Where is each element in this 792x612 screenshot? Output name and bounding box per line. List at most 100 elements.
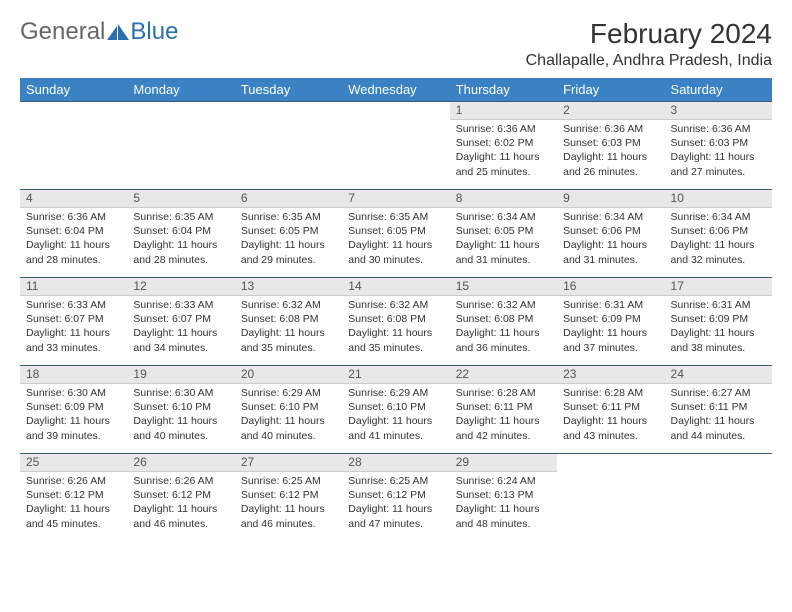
sunrise-line: Sunrise: 6:25 AM	[348, 474, 443, 488]
title-block: February 2024 Challapalle, Andhra Prades…	[526, 18, 772, 70]
day-content-cell: Sunrise: 6:31 AMSunset: 6:09 PMDaylight:…	[665, 296, 772, 366]
day-content-cell: Sunrise: 6:32 AMSunset: 6:08 PMDaylight:…	[450, 296, 557, 366]
day-number-cell: 13	[235, 278, 342, 296]
day-number-cell: 19	[127, 366, 234, 384]
logo-text-2: Blue	[130, 18, 178, 46]
sunset-line: Sunset: 6:12 PM	[348, 488, 443, 502]
daylight-line: Daylight: 11 hours and 40 minutes.	[241, 414, 336, 442]
weekday-header: Thursday	[450, 78, 557, 102]
sunset-line: Sunset: 6:08 PM	[241, 312, 336, 326]
day-number-cell: 4	[20, 190, 127, 208]
day-number-cell: 14	[342, 278, 449, 296]
sunrise-line: Sunrise: 6:26 AM	[133, 474, 228, 488]
day-content-cell: Sunrise: 6:25 AMSunset: 6:12 PMDaylight:…	[342, 472, 449, 542]
day-number-cell	[557, 454, 664, 472]
daylight-line: Daylight: 11 hours and 45 minutes.	[26, 502, 121, 530]
sunrise-line: Sunrise: 6:31 AM	[563, 298, 658, 312]
daylight-line: Daylight: 11 hours and 38 minutes.	[671, 326, 766, 354]
day-content-cell	[665, 472, 772, 542]
day-content-cell: Sunrise: 6:34 AMSunset: 6:06 PMDaylight:…	[665, 208, 772, 278]
sunset-line: Sunset: 6:10 PM	[348, 400, 443, 414]
calendar-table: SundayMondayTuesdayWednesdayThursdayFrid…	[20, 78, 772, 542]
day-content-cell: Sunrise: 6:32 AMSunset: 6:08 PMDaylight:…	[342, 296, 449, 366]
day-content-row: Sunrise: 6:26 AMSunset: 6:12 PMDaylight:…	[20, 472, 772, 542]
day-content-cell	[342, 120, 449, 190]
sunrise-line: Sunrise: 6:29 AM	[241, 386, 336, 400]
sunrise-line: Sunrise: 6:34 AM	[563, 210, 658, 224]
logo-sail-icon	[107, 24, 129, 40]
daylight-line: Daylight: 11 hours and 44 minutes.	[671, 414, 766, 442]
weekday-header: Sunday	[20, 78, 127, 102]
weekday-header: Friday	[557, 78, 664, 102]
day-number-cell: 3	[665, 102, 772, 120]
logo-text-1: General	[20, 18, 105, 46]
sunrise-line: Sunrise: 6:32 AM	[456, 298, 551, 312]
weekday-header: Wednesday	[342, 78, 449, 102]
day-content-cell: Sunrise: 6:35 AMSunset: 6:05 PMDaylight:…	[235, 208, 342, 278]
sunset-line: Sunset: 6:11 PM	[456, 400, 551, 414]
day-content-row: Sunrise: 6:30 AMSunset: 6:09 PMDaylight:…	[20, 384, 772, 454]
day-number-cell: 22	[450, 366, 557, 384]
sunset-line: Sunset: 6:11 PM	[671, 400, 766, 414]
daylight-line: Daylight: 11 hours and 46 minutes.	[241, 502, 336, 530]
sunrise-line: Sunrise: 6:30 AM	[133, 386, 228, 400]
daylight-line: Daylight: 11 hours and 32 minutes.	[671, 238, 766, 266]
sunrise-line: Sunrise: 6:36 AM	[671, 122, 766, 136]
day-content-cell: Sunrise: 6:30 AMSunset: 6:09 PMDaylight:…	[20, 384, 127, 454]
day-content-row: Sunrise: 6:36 AMSunset: 6:04 PMDaylight:…	[20, 208, 772, 278]
sunrise-line: Sunrise: 6:29 AM	[348, 386, 443, 400]
day-content-cell: Sunrise: 6:36 AMSunset: 6:03 PMDaylight:…	[557, 120, 664, 190]
sunset-line: Sunset: 6:05 PM	[456, 224, 551, 238]
day-content-cell: Sunrise: 6:32 AMSunset: 6:08 PMDaylight:…	[235, 296, 342, 366]
daylight-line: Daylight: 11 hours and 28 minutes.	[133, 238, 228, 266]
day-content-cell: Sunrise: 6:34 AMSunset: 6:05 PMDaylight:…	[450, 208, 557, 278]
day-number-cell	[342, 102, 449, 120]
daylight-line: Daylight: 11 hours and 29 minutes.	[241, 238, 336, 266]
day-content-cell: Sunrise: 6:30 AMSunset: 6:10 PMDaylight:…	[127, 384, 234, 454]
day-number-cell: 7	[342, 190, 449, 208]
daylight-line: Daylight: 11 hours and 40 minutes.	[133, 414, 228, 442]
sunset-line: Sunset: 6:07 PM	[26, 312, 121, 326]
day-number-cell: 12	[127, 278, 234, 296]
sunrise-line: Sunrise: 6:35 AM	[241, 210, 336, 224]
daylight-line: Daylight: 11 hours and 30 minutes.	[348, 238, 443, 266]
day-number-cell: 20	[235, 366, 342, 384]
day-number-cell: 5	[127, 190, 234, 208]
day-number-cell: 29	[450, 454, 557, 472]
weekday-header: Tuesday	[235, 78, 342, 102]
sunrise-line: Sunrise: 6:36 AM	[456, 122, 551, 136]
daylight-line: Daylight: 11 hours and 47 minutes.	[348, 502, 443, 530]
sunset-line: Sunset: 6:05 PM	[348, 224, 443, 238]
weekday-header: Saturday	[665, 78, 772, 102]
day-number-row: 18192021222324	[20, 366, 772, 384]
sunset-line: Sunset: 6:13 PM	[456, 488, 551, 502]
daylight-line: Daylight: 11 hours and 46 minutes.	[133, 502, 228, 530]
day-content-cell: Sunrise: 6:28 AMSunset: 6:11 PMDaylight:…	[557, 384, 664, 454]
sunset-line: Sunset: 6:03 PM	[671, 136, 766, 150]
sunrise-line: Sunrise: 6:30 AM	[26, 386, 121, 400]
day-content-cell: Sunrise: 6:33 AMSunset: 6:07 PMDaylight:…	[20, 296, 127, 366]
daylight-line: Daylight: 11 hours and 26 minutes.	[563, 150, 658, 178]
sunrise-line: Sunrise: 6:33 AM	[26, 298, 121, 312]
daylight-line: Daylight: 11 hours and 27 minutes.	[671, 150, 766, 178]
sunset-line: Sunset: 6:09 PM	[563, 312, 658, 326]
day-content-cell: Sunrise: 6:29 AMSunset: 6:10 PMDaylight:…	[235, 384, 342, 454]
sunset-line: Sunset: 6:09 PM	[671, 312, 766, 326]
day-number-cell: 1	[450, 102, 557, 120]
sunrise-line: Sunrise: 6:31 AM	[671, 298, 766, 312]
daylight-line: Daylight: 11 hours and 33 minutes.	[26, 326, 121, 354]
day-number-cell: 27	[235, 454, 342, 472]
sunset-line: Sunset: 6:12 PM	[26, 488, 121, 502]
weekday-header: Monday	[127, 78, 234, 102]
day-number-cell	[20, 102, 127, 120]
day-number-cell: 6	[235, 190, 342, 208]
daylight-line: Daylight: 11 hours and 28 minutes.	[26, 238, 121, 266]
day-content-row: Sunrise: 6:33 AMSunset: 6:07 PMDaylight:…	[20, 296, 772, 366]
location: Challapalle, Andhra Pradesh, India	[526, 52, 772, 70]
day-number-row: 2526272829	[20, 454, 772, 472]
calendar-header-row: SundayMondayTuesdayWednesdayThursdayFrid…	[20, 78, 772, 102]
daylight-line: Daylight: 11 hours and 35 minutes.	[348, 326, 443, 354]
day-content-row: Sunrise: 6:36 AMSunset: 6:02 PMDaylight:…	[20, 120, 772, 190]
daylight-line: Daylight: 11 hours and 31 minutes.	[563, 238, 658, 266]
sunrise-line: Sunrise: 6:35 AM	[348, 210, 443, 224]
